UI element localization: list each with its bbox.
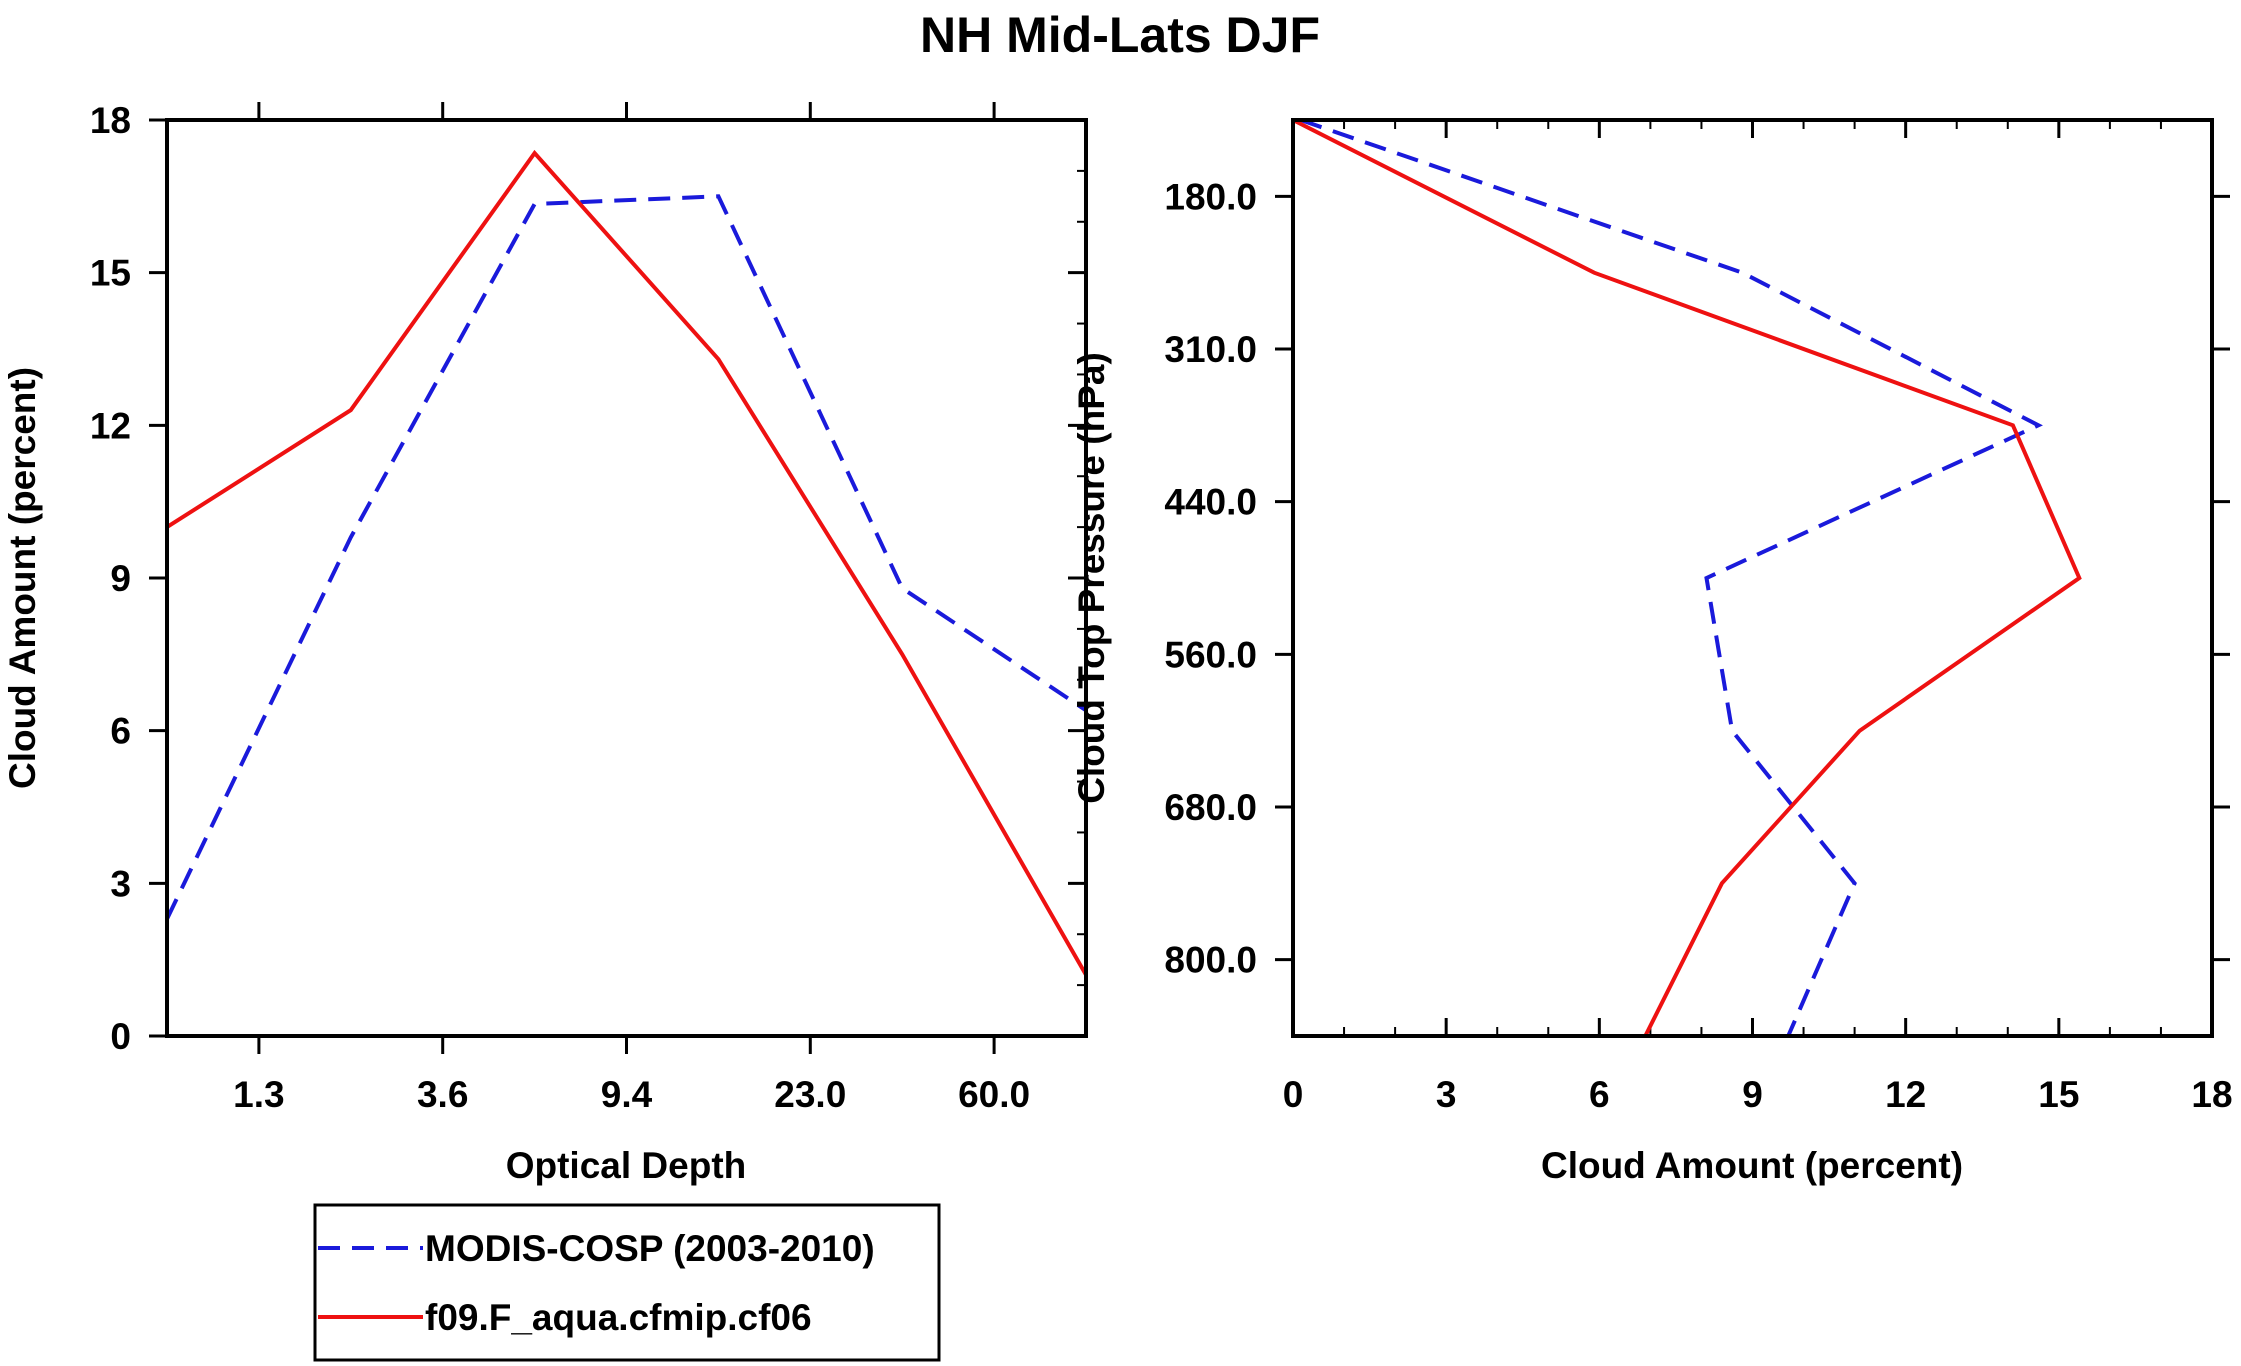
right-x-tick-label: 12 [1885, 1074, 1926, 1115]
right-x-tick-label: 18 [2191, 1074, 2232, 1115]
left-chart: 0 3 6 9 12 15 18 1.3 3.6 9.4 23.0 60.0 Optical Dep… [2, 100, 1088, 1186]
right-series [1292, 118, 2082, 1037]
left-x-tick-label: 23.0 [774, 1074, 846, 1115]
left-series-line-model [165, 149, 1088, 976]
right-x-axis-label: Cloud Amount (percent) [1541, 1145, 1963, 1186]
legend-box [313, 1203, 941, 1362]
left-y-tick-label: 0 [110, 1016, 131, 1057]
right-y-tick-label: 180.0 [1164, 176, 1257, 217]
right-y-tick-label: 800.0 [1164, 940, 1257, 981]
right-chart: 180.0 310.0 440.0 560.0 680.0 800.0 0 3 6 9 12 15 1… [1071, 118, 2233, 1186]
left-y-axis-label: Cloud Amount (percent) [2, 367, 43, 789]
left-x-axis-label: Optical Depth [506, 1145, 747, 1186]
left-y-tick-labels: 0 3 6 9 12 15 18 [90, 100, 131, 1057]
left-y-tick-label: 15 [90, 253, 131, 294]
legend: MODIS-COSP (2003-2010) f09.F_aqua.cfmip.… [313, 1203, 941, 1362]
right-y-axis-label: Cloud Top Pressure (hPa) [1071, 352, 1112, 804]
right-y-tick-label: 310.0 [1164, 329, 1257, 370]
legend-label-obs: MODIS-COSP (2003-2010) [425, 1228, 875, 1269]
left-y-tick-label: 3 [110, 863, 131, 904]
right-series-line-obs [1300, 118, 2043, 1037]
right-x-tick-label: 0 [1283, 1074, 1304, 1115]
right-plot-frame [1291, 118, 2214, 1038]
right-ticks [1275, 120, 2230, 1036]
legend-label-model: f09.F_aqua.cfmip.cf06 [425, 1297, 812, 1338]
right-x-tick-label: 3 [1436, 1074, 1457, 1115]
left-x-tick-labels: 1.3 3.6 9.4 23.0 60.0 [233, 1074, 1030, 1115]
right-x-tick-label: 15 [2038, 1074, 2079, 1115]
right-series-line-model [1292, 118, 2082, 1037]
left-x-tick-label: 60.0 [958, 1074, 1030, 1115]
left-y-tick-label: 12 [90, 405, 131, 446]
figure-title: NH Mid-Lats DJF [920, 7, 1320, 63]
left-y-tick-label: 18 [90, 100, 131, 141]
left-series [165, 149, 1088, 976]
right-x-tick-labels: 0 3 6 9 12 15 18 [1283, 1074, 2233, 1115]
right-x-tick-label: 9 [1742, 1074, 1763, 1115]
right-x-tick-label: 6 [1589, 1074, 1610, 1115]
left-x-tick-label: 9.4 [601, 1074, 653, 1115]
left-x-tick-label: 3.6 [417, 1074, 468, 1115]
left-y-tick-label: 6 [110, 711, 131, 752]
right-y-tick-labels: 180.0 310.0 440.0 560.0 680.0 800.0 [1164, 176, 1257, 980]
right-y-tick-label: 440.0 [1164, 482, 1257, 523]
right-y-tick-label: 680.0 [1164, 787, 1257, 828]
left-series-line-obs [165, 194, 1088, 920]
left-y-tick-label: 9 [110, 558, 131, 599]
left-x-tick-label: 1.3 [233, 1074, 284, 1115]
left-plot-frame [165, 118, 1088, 1038]
right-y-tick-label: 560.0 [1164, 634, 1257, 675]
